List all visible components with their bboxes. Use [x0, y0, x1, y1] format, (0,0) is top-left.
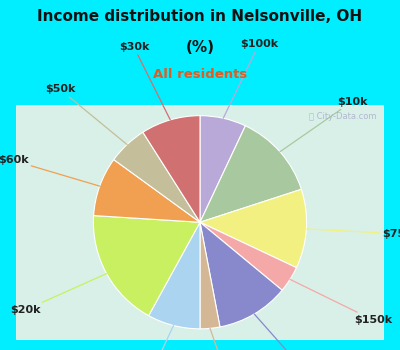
Text: $75k: $75k	[306, 229, 400, 239]
Text: $200k: $200k	[210, 328, 255, 350]
Wedge shape	[200, 222, 282, 327]
Text: Income distribution in Nelsonville, OH: Income distribution in Nelsonville, OH	[38, 9, 362, 24]
Text: $50k: $50k	[45, 84, 127, 145]
Wedge shape	[94, 216, 200, 316]
Text: $10k: $10k	[280, 97, 367, 152]
Text: $20k: $20k	[10, 274, 106, 315]
Wedge shape	[143, 116, 200, 222]
Text: (%): (%)	[186, 40, 214, 55]
Wedge shape	[114, 132, 200, 222]
Text: All residents: All residents	[153, 68, 247, 81]
Text: $30k: $30k	[119, 42, 170, 120]
Text: $100k: $100k	[223, 39, 278, 118]
Wedge shape	[200, 222, 296, 290]
Wedge shape	[200, 126, 301, 222]
Text: $125k: $125k	[254, 314, 331, 350]
Wedge shape	[200, 116, 245, 222]
Wedge shape	[149, 222, 200, 329]
Wedge shape	[200, 189, 306, 268]
Wedge shape	[94, 160, 200, 222]
Wedge shape	[200, 222, 220, 329]
Text: $150k: $150k	[290, 279, 392, 325]
Text: $40k: $40k	[124, 326, 174, 350]
Text: $60k: $60k	[0, 155, 100, 186]
Text: ⓘ City-Data.com: ⓘ City-Data.com	[309, 112, 377, 121]
